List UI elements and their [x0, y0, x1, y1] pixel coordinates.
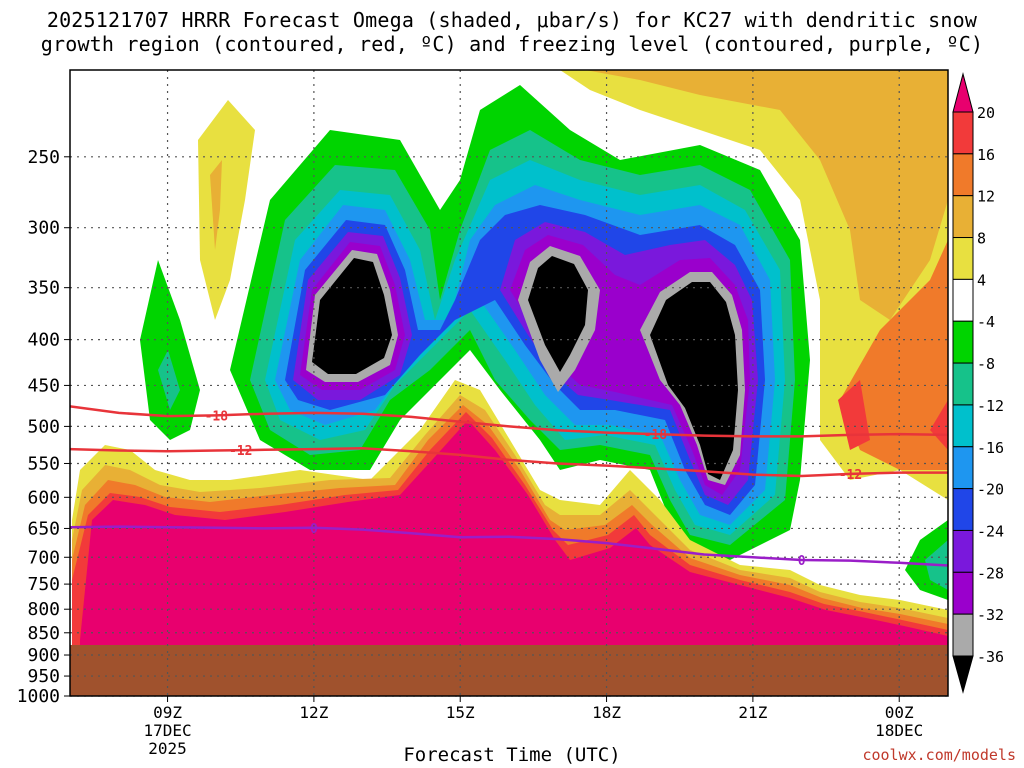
colorbar-top-arrow — [952, 72, 974, 113]
colorbar-bottom-arrow — [952, 655, 974, 694]
x-tick-label: 21Z — [738, 703, 767, 722]
y-tick-label: 900 — [27, 645, 60, 666]
contour-dendritic-line — [70, 405, 948, 438]
x-tick-date-label: 17DEC — [143, 721, 191, 740]
omega-shade-upper-right-orange — [840, 240, 948, 470]
y-axis: 2503003504004505005506006507007508008509… — [17, 147, 70, 707]
colorbar-label: -36 — [977, 648, 1004, 666]
contour-label: -18 — [205, 409, 229, 424]
contour-label: -18 — [644, 428, 668, 443]
colorbar-swatch — [952, 195, 974, 239]
colorbar-label: -32 — [977, 606, 1004, 624]
colorbar-swatch — [952, 488, 974, 531]
x-tick-label: 18Z — [592, 703, 621, 722]
y-tick-label: 750 — [27, 574, 60, 595]
colorbar-label: -16 — [977, 439, 1004, 457]
colorbar-label: -28 — [977, 564, 1004, 582]
x-tick-label: 09Z — [153, 703, 182, 722]
colorbar-swatch — [952, 237, 974, 280]
y-tick-label: 850 — [27, 623, 60, 644]
colorbar-swatch — [952, 446, 974, 490]
colorbar-label: 16 — [977, 146, 995, 164]
y-tick-label: 300 — [27, 218, 60, 239]
omega-shade-left-teal-tongue — [158, 350, 180, 410]
y-tick-label: 350 — [27, 278, 60, 299]
y-tick-label: 800 — [27, 599, 60, 620]
colorbar-swatch — [952, 571, 974, 615]
omega-ground — [70, 645, 948, 696]
y-tick-label: 550 — [27, 453, 60, 474]
y-tick-label: 1000 — [17, 686, 60, 707]
omega-shade-right-red — [838, 380, 948, 450]
contour-lines: -18 -18 -12 -12 0 0 — [70, 405, 948, 569]
y-tick-label: 250 — [27, 147, 60, 168]
contour-label: -12 — [229, 444, 252, 459]
colorbar-swatch — [952, 362, 974, 406]
omega-shade-left-gold-tongue — [210, 160, 222, 250]
y-tick-label: 600 — [27, 487, 60, 508]
colorbar-swatch — [952, 278, 974, 322]
colorbar-label: 8 — [977, 230, 986, 248]
contour-freezing-level-line — [70, 525, 948, 567]
colorbar-swatch — [952, 111, 974, 155]
x-axis-label: Forecast Time (UTC) — [403, 744, 621, 766]
colorbar-swatch — [952, 529, 974, 573]
omega-shade-core-black-3 — [650, 282, 738, 480]
x-tick-date-label: 18DEC — [875, 721, 923, 740]
x-tick-label: 00Z — [885, 703, 914, 722]
x-tick-label: 15Z — [446, 703, 475, 722]
colorbar-swatch — [952, 404, 974, 448]
colorbar-label: 12 — [977, 188, 995, 206]
colorbar-label: -20 — [977, 481, 1004, 499]
omega-shade-left-green-tongue — [140, 260, 200, 440]
y-tick-label: 650 — [27, 518, 60, 539]
colorbar-label: -8 — [977, 355, 995, 373]
omega-shade-left-yellow-tongue — [198, 100, 255, 320]
colorbar-label: -12 — [977, 397, 1004, 415]
x-tick-label: 12Z — [299, 703, 328, 722]
x-tick-year-label: 2025 — [148, 739, 187, 758]
colorbar-label: -4 — [977, 313, 995, 331]
contour-label: 0 — [310, 522, 318, 537]
omega-shade-main-violet — [300, 235, 750, 495]
omega-shade-upper-right-gold — [585, 70, 948, 320]
chart-title-line-2: growth region (contoured, red, ºC) and f… — [40, 32, 984, 56]
y-tick-label: 950 — [27, 666, 60, 687]
contour-dendritic-line — [70, 447, 948, 478]
colorbar-label: 4 — [977, 271, 986, 289]
colorbar-swatch — [952, 613, 974, 657]
y-tick-label: 700 — [27, 547, 60, 568]
omega-shading — [70, 70, 948, 696]
credit-text: coolwx.com/models — [862, 746, 1016, 764]
colorbar: 20 16 12 8 4 -4 -8 -12 -16 -20 -24 -28 -32 -36 — [952, 72, 1004, 694]
chart-title-line-1: 2025121707 HRRR Forecast Omega (shaded, … — [46, 8, 978, 32]
colorbar-swatch — [952, 320, 974, 364]
omega-shade-core-black-1 — [312, 258, 392, 374]
contour-label: 0 — [798, 554, 806, 569]
y-tick-label: 450 — [27, 375, 60, 396]
y-tick-label: 500 — [27, 416, 60, 437]
colorbar-label: 20 — [977, 104, 995, 122]
omega-shade-low-magenta — [80, 420, 948, 645]
y-tick-label: 400 — [27, 330, 60, 351]
colorbar-swatch — [952, 153, 974, 197]
plot-frame — [69, 69, 949, 697]
omega-shade-core-black-2 — [528, 256, 588, 372]
colorbar-label: -24 — [977, 522, 1004, 540]
contour-label: -12 — [839, 468, 862, 483]
